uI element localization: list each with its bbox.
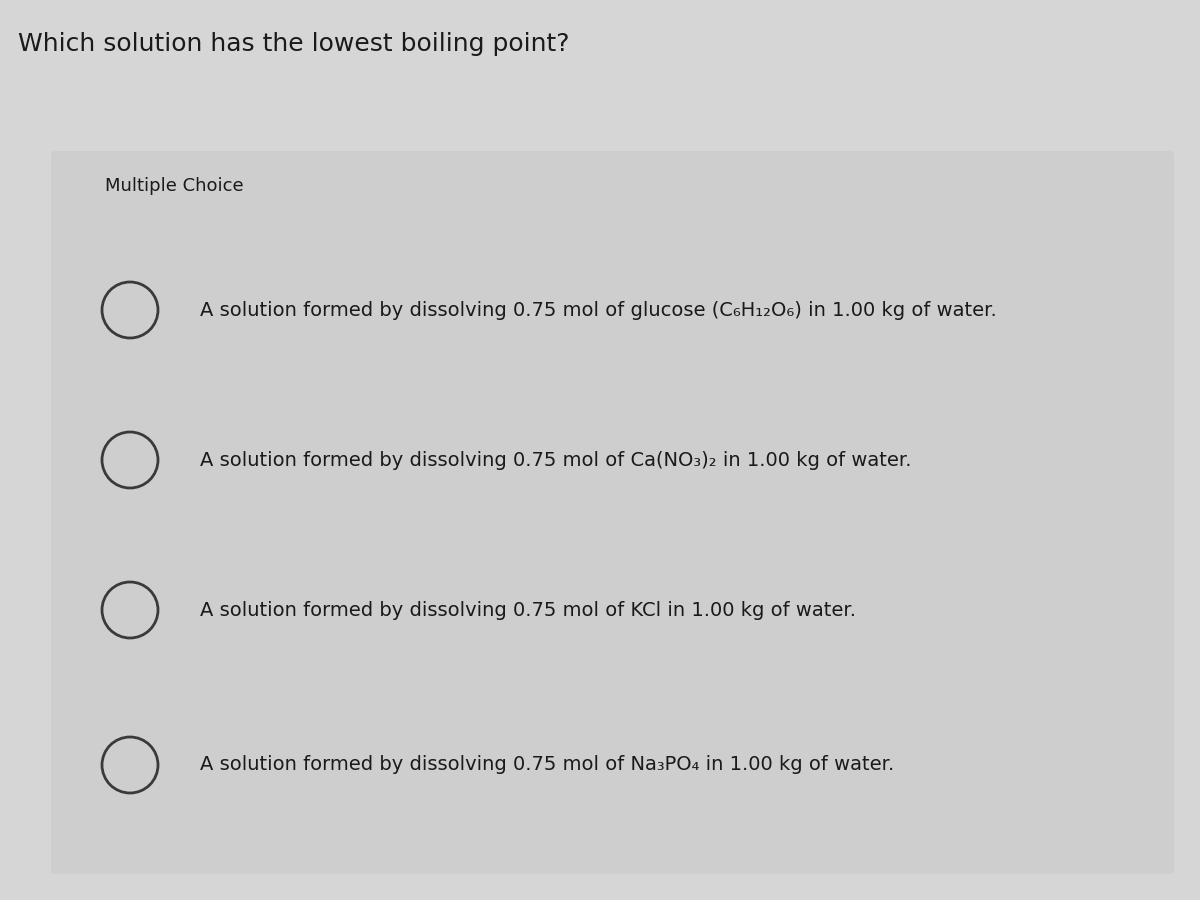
Text: A solution formed by dissolving 0.75 mol of KCl in 1.00 kg of water.: A solution formed by dissolving 0.75 mol… [200, 600, 856, 619]
FancyBboxPatch shape [50, 151, 1174, 874]
Text: A solution formed by dissolving 0.75 mol of glucose (C₆H₁₂O₆) in 1.00 kg of wate: A solution formed by dissolving 0.75 mol… [200, 301, 997, 320]
Text: A solution formed by dissolving 0.75 mol of Ca(NO₃)₂ in 1.00 kg of water.: A solution formed by dissolving 0.75 mol… [200, 451, 912, 470]
Text: A solution formed by dissolving 0.75 mol of Na₃PO₄ in 1.00 kg of water.: A solution formed by dissolving 0.75 mol… [200, 755, 894, 775]
Text: Multiple Choice: Multiple Choice [106, 177, 244, 195]
Text: Which solution has the lowest boiling point?: Which solution has the lowest boiling po… [18, 32, 570, 56]
